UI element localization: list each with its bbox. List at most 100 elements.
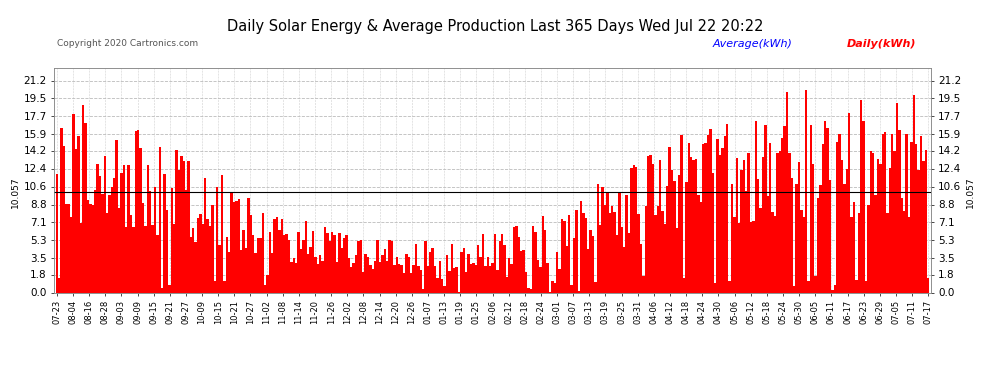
Bar	[448, 271, 450, 292]
Bar	[99, 176, 101, 292]
Bar	[120, 173, 123, 292]
Bar	[513, 227, 515, 292]
Bar	[223, 281, 226, 292]
Bar	[558, 269, 560, 292]
Bar	[663, 224, 666, 292]
Bar	[290, 262, 293, 292]
Bar	[347, 258, 350, 292]
Bar	[635, 167, 638, 292]
Bar	[245, 248, 248, 292]
Bar	[339, 233, 341, 292]
Bar	[417, 266, 420, 292]
Bar	[147, 165, 149, 292]
Bar	[185, 190, 187, 292]
Bar	[297, 232, 300, 292]
Bar	[697, 195, 700, 292]
Bar	[192, 228, 194, 292]
Bar	[317, 264, 319, 292]
Bar	[386, 261, 388, 292]
Bar	[503, 245, 506, 292]
Bar	[350, 267, 352, 292]
Bar	[774, 216, 776, 292]
Bar	[165, 210, 168, 292]
Bar	[432, 248, 434, 292]
Bar	[336, 262, 339, 292]
Bar	[405, 254, 408, 292]
Bar	[877, 159, 879, 292]
Bar	[707, 135, 709, 292]
Bar	[829, 180, 832, 292]
Bar	[75, 148, 77, 292]
Bar	[721, 148, 724, 292]
Text: 10.057: 10.057	[11, 176, 20, 208]
Bar	[729, 281, 731, 292]
Bar	[288, 240, 290, 292]
Bar	[446, 255, 448, 292]
Bar	[791, 178, 793, 292]
Text: Average(kWh): Average(kWh)	[713, 39, 793, 50]
Bar	[89, 204, 91, 292]
Bar	[848, 113, 850, 292]
Bar	[285, 234, 288, 292]
Bar	[82, 105, 84, 292]
Bar	[810, 125, 812, 292]
Bar	[128, 165, 130, 292]
Bar	[901, 198, 903, 292]
Bar	[94, 190, 96, 292]
Bar	[388, 240, 391, 292]
Bar	[769, 143, 771, 292]
Bar	[520, 251, 523, 292]
Bar	[444, 286, 446, 292]
Bar	[702, 144, 704, 292]
Bar	[55, 174, 58, 292]
Bar	[511, 264, 513, 292]
Bar	[393, 266, 396, 292]
Bar	[920, 136, 923, 292]
Bar	[173, 224, 175, 292]
Bar	[724, 136, 726, 292]
Bar	[168, 285, 170, 292]
Bar	[199, 214, 202, 292]
Bar	[640, 244, 643, 292]
Bar	[759, 209, 762, 292]
Bar	[855, 279, 857, 292]
Bar	[560, 219, 563, 292]
Bar	[836, 142, 839, 292]
Bar	[515, 226, 518, 292]
Bar	[798, 162, 800, 292]
Bar	[450, 244, 453, 292]
Bar	[918, 170, 920, 292]
Bar	[815, 276, 817, 292]
Bar	[357, 241, 359, 292]
Bar	[482, 234, 484, 292]
Bar	[204, 178, 207, 292]
Bar	[65, 204, 67, 292]
Bar	[822, 144, 824, 292]
Bar	[412, 265, 415, 292]
Bar	[800, 210, 803, 292]
Bar	[396, 257, 398, 292]
Bar	[477, 245, 479, 292]
Bar	[771, 212, 774, 292]
Bar	[240, 250, 243, 292]
Bar	[429, 252, 432, 292]
Bar	[489, 266, 491, 292]
Bar	[621, 226, 623, 292]
Bar	[582, 213, 585, 292]
Bar	[807, 281, 810, 292]
Bar	[850, 216, 852, 292]
Bar	[671, 170, 673, 292]
Bar	[496, 270, 499, 292]
Bar	[788, 153, 791, 292]
Bar	[359, 240, 362, 292]
Bar	[865, 281, 867, 292]
Bar	[106, 213, 108, 292]
Bar	[400, 265, 403, 292]
Bar	[597, 184, 599, 292]
Bar	[305, 221, 307, 292]
Bar	[778, 152, 781, 292]
Bar	[834, 285, 836, 292]
Bar	[889, 168, 891, 292]
Bar	[72, 114, 75, 292]
Bar	[592, 236, 594, 292]
